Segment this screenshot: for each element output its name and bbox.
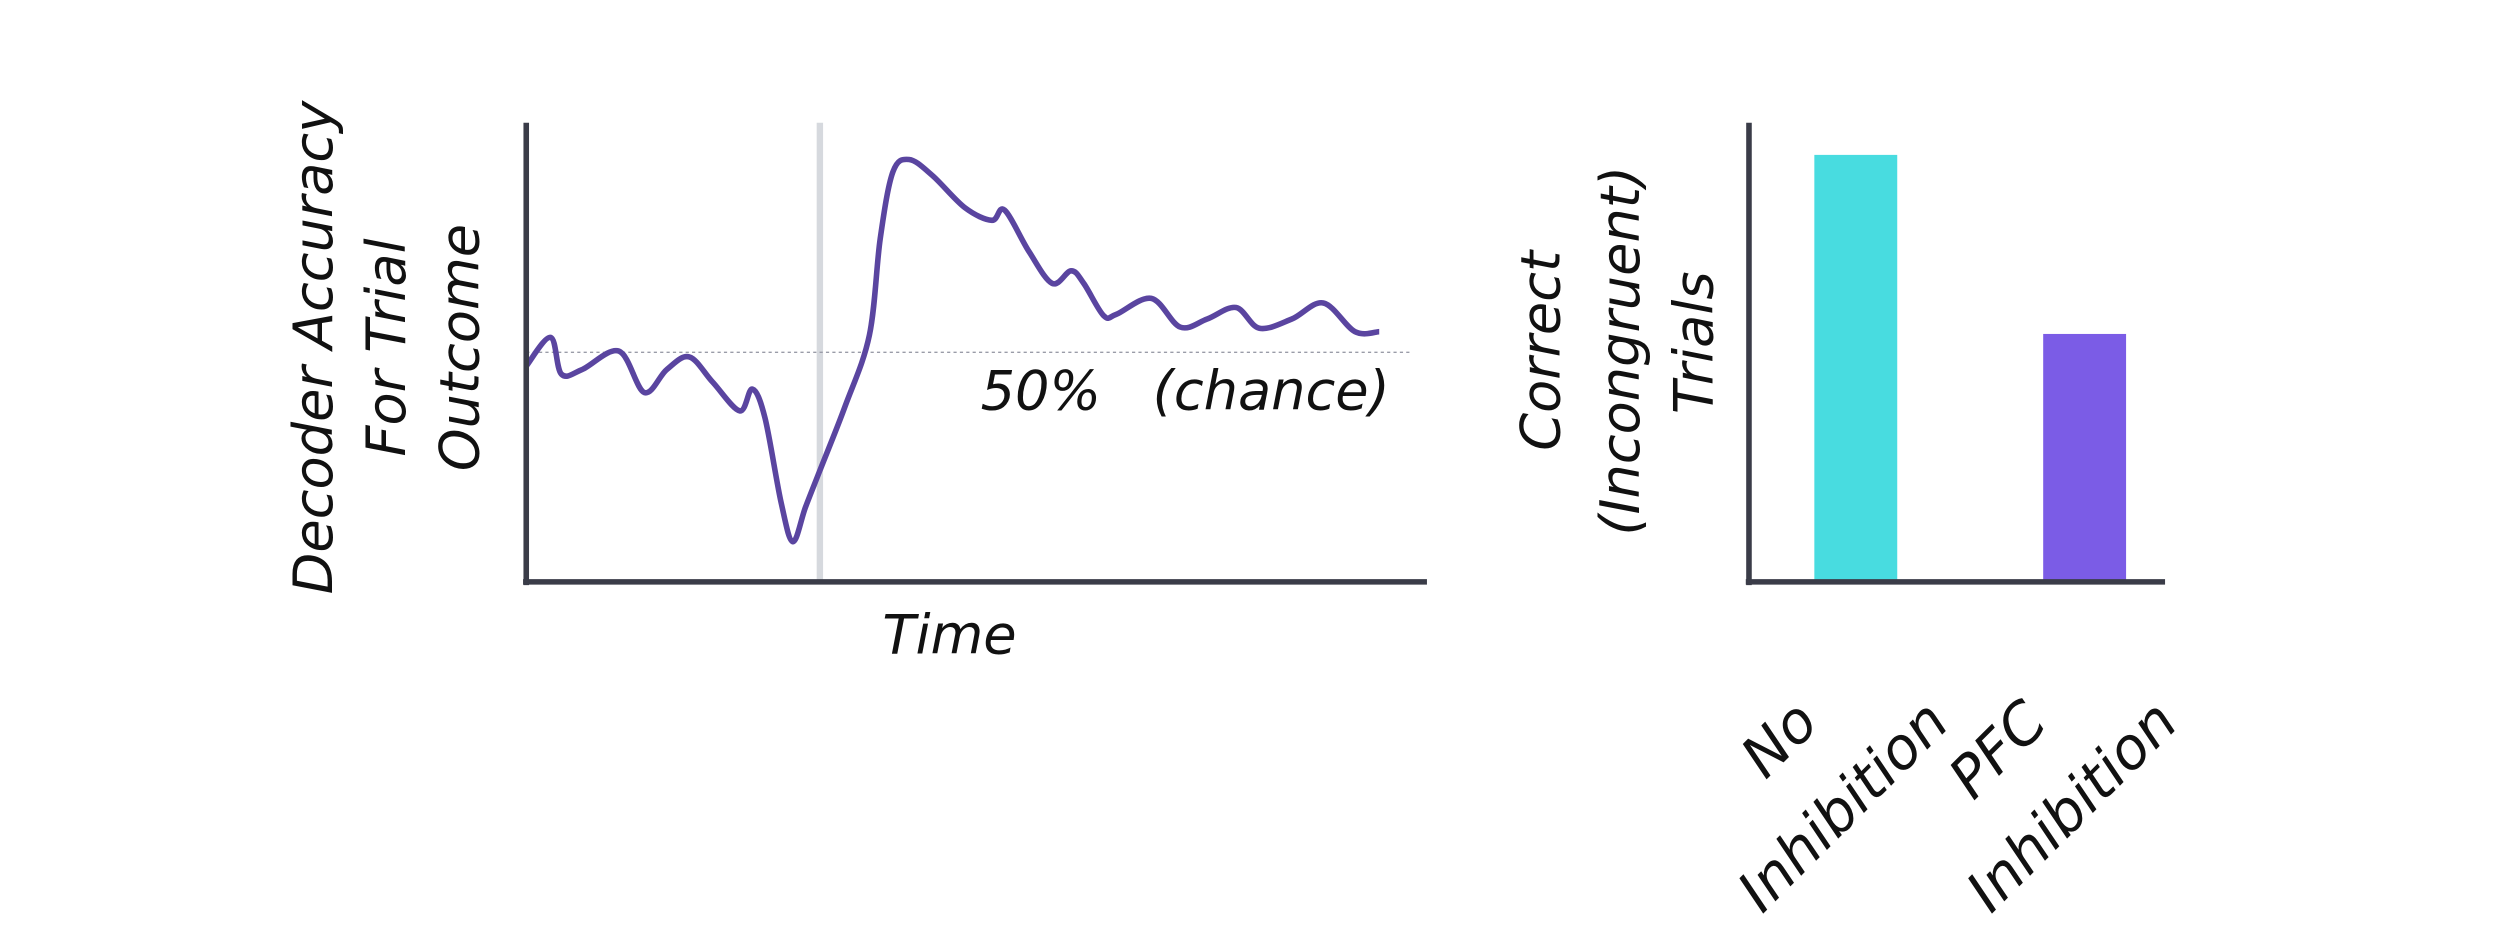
label-line: No <box>1728 688 1831 791</box>
x-tick-label: NoInhibition <box>1659 622 1961 924</box>
y-axis-label: For Trial <box>355 238 418 456</box>
y-axis-label: (Incongruent) <box>1589 166 1652 536</box>
bar <box>2043 333 2127 582</box>
y-axis-label: Decoder Accuracy <box>282 100 345 595</box>
bar <box>1814 154 1898 582</box>
y-axis-label: Correct <box>1509 249 1572 451</box>
x-tick-label: PFCInhibition <box>1888 622 2190 924</box>
data-line <box>524 156 1380 545</box>
y-axis-label: Trials <box>1662 271 1725 414</box>
y-axis-label: Outcome <box>428 224 491 471</box>
x-axis-label: Time <box>882 604 1016 667</box>
chance-label: 50% (chance) <box>981 360 1390 423</box>
